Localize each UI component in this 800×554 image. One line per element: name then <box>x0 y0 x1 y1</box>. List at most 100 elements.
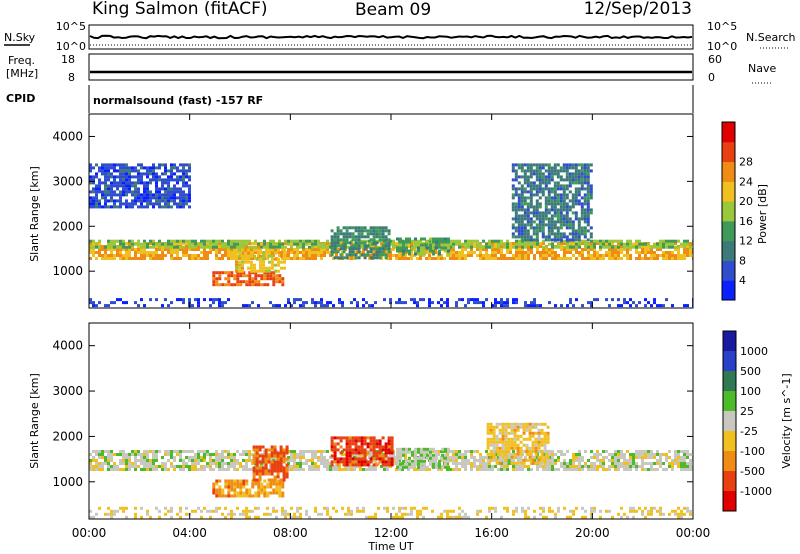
velocity-region-5 <box>486 422 550 465</box>
nave-tick-low: 0 <box>708 71 715 84</box>
nsky-panel-frame <box>88 24 694 50</box>
velocity-axes: 1000 2000 3000 4000 <box>52 323 694 519</box>
velocity-colorbar-tick-0: 1000 <box>740 345 768 358</box>
power-panel-frame <box>88 113 694 309</box>
velocity-colorbar-tick-7: -1000 <box>740 485 772 498</box>
power-colorbar-swatch-8 <box>722 122 735 143</box>
x-tick-label-0: 00:00 <box>72 526 107 540</box>
velocity-colorbar-tick-2: 100 <box>740 385 761 398</box>
power-region-8 <box>89 298 693 308</box>
velocity-colorbar-swatch-1 <box>723 351 736 372</box>
power-colorbar-swatch-0 <box>722 280 735 301</box>
power-heatmap <box>89 163 693 308</box>
velocity-region-1 <box>212 479 285 498</box>
velocity-colorbar-swatch-0 <box>723 331 736 352</box>
velocity-colorbar-label: Velocity [m s^-1] <box>780 373 793 468</box>
velocity-region-3 <box>330 436 394 467</box>
velocity-colorbar-swatch-3 <box>723 391 736 412</box>
velocity-panel-frame <box>88 322 694 520</box>
velocity-colorbar-tick-6: -500 <box>740 465 765 478</box>
power-colorbar-swatch-4 <box>722 201 735 222</box>
power-region-5 <box>396 237 450 256</box>
x-tick-labels: 00:00 04:00 08:00 12:00 16:00 20:00 00:00 <box>72 526 711 540</box>
power-colorbar-tick-2: 12 <box>739 235 753 248</box>
velocity-colorbar-tick-1: 500 <box>740 365 761 378</box>
power-colorbar: 4 8 12 16 20 24 28 <box>721 121 753 301</box>
nsky-trace <box>89 34 693 40</box>
power-colorbar-tick-3: 16 <box>739 215 753 228</box>
power-colorbar-swatch-1 <box>722 260 735 281</box>
velocity-colorbar-swatch-7 <box>723 471 736 492</box>
velocity-colorbar-swatch-6 <box>723 451 736 472</box>
velocity-colorbar-swatch-4 <box>723 411 736 432</box>
power-colorbar-tick-1: 8 <box>739 254 746 267</box>
velocity-ytick-label-2: 3000 <box>52 384 83 398</box>
power-colorbar-swatch-2 <box>722 240 735 261</box>
power-ytick-label-0: 1000 <box>52 264 83 278</box>
nave-label: Nave <box>748 62 776 75</box>
power-colorbar-swatch-5 <box>722 181 735 202</box>
velocity-colorbar-tick-5: -100 <box>740 445 765 458</box>
power-ytick-label-2: 3000 <box>52 174 83 188</box>
power-region-2 <box>212 271 285 287</box>
nsky-tick-high: 10^5 <box>56 20 86 33</box>
nsearch-tick-low: 10^0 <box>707 40 737 53</box>
nsky-label: N.Sky <box>4 31 36 44</box>
velocity-colorbar-frame <box>722 330 737 512</box>
nsearch-tick-high: 10^5 <box>707 20 737 33</box>
x-axis-label: Time UT <box>367 540 413 553</box>
velocity-region-2 <box>252 445 289 482</box>
velocity-ytick-label-3: 4000 <box>52 339 83 353</box>
freq-tick-high: 18 <box>61 53 75 66</box>
power-ytick-label-1: 2000 <box>52 219 83 233</box>
power-colorbar-tick-4: 20 <box>739 195 753 208</box>
freq-tick-low: 8 <box>68 71 75 84</box>
velocity-region-4 <box>396 447 450 469</box>
power-colorbar-frame <box>721 121 736 301</box>
power-colorbar-swatch-7 <box>722 141 735 163</box>
power-region-1 <box>89 239 693 249</box>
power-colorbar-label: Power [dB] <box>756 184 769 244</box>
power-region-6 <box>511 163 593 242</box>
velocity-colorbar-swatch-5 <box>723 431 736 452</box>
freq-label: Freq. <box>8 54 35 67</box>
velocity-colorbar-tick-3: 25 <box>740 405 754 418</box>
power-ylabel: Slant Range [km] <box>28 166 41 262</box>
x-tick-label-2: 08:00 <box>273 526 308 540</box>
power-colorbar-swatch-3 <box>722 220 735 242</box>
velocity-ytick-label-1: 2000 <box>52 429 83 443</box>
power-colorbar-tick-0: 4 <box>739 274 746 287</box>
velocity-region-6 <box>89 506 692 519</box>
x-tick-label-6: 00:00 <box>676 526 711 540</box>
nsearch-label: N.Search <box>746 31 796 44</box>
velocity-ytick-label-0: 1000 <box>52 475 83 489</box>
power-axes: 1000 2000 3000 4000 <box>52 114 694 308</box>
beam-title: Beam 09 <box>355 0 431 20</box>
power-region-4 <box>330 226 391 260</box>
velocity-colorbar-tick-4: -25 <box>740 425 758 438</box>
freq-panel-frame <box>88 53 694 81</box>
cpid-value: normalsound (fast) -157 RF <box>93 94 263 107</box>
velocity-colorbar: 1000 500 100 25 -25 -100 -500 -1000 <box>722 330 772 512</box>
velocity-ylabel: Slant Range [km] <box>28 373 41 469</box>
power-colorbar-swatch-6 <box>722 161 735 182</box>
x-tick-label-5: 20:00 <box>575 526 610 540</box>
velocity-heatmap <box>89 422 693 519</box>
velocity-colorbar-swatch-8 <box>723 491 736 512</box>
power-region-3 <box>235 248 286 273</box>
power-colorbar-tick-6: 28 <box>739 156 753 169</box>
date-title: 12/Sep/2013 <box>584 0 692 19</box>
x-tick-label-1: 04:00 <box>172 526 207 540</box>
nave-tick-high: 60 <box>708 53 722 66</box>
x-tick-label-3: 12:00 <box>374 526 409 540</box>
freq-unit: [MHz] <box>6 67 38 80</box>
station-title: King Salmon (fitACF) <box>92 0 268 19</box>
cpid-label: CPID <box>6 92 35 105</box>
power-colorbar-tick-5: 24 <box>739 175 753 188</box>
power-region-7 <box>89 163 191 209</box>
velocity-colorbar-swatch-2 <box>723 371 736 392</box>
power-ytick-label-3: 4000 <box>52 129 83 143</box>
x-tick-label-4: 16:00 <box>474 526 509 540</box>
nsky-tick-low: 10^0 <box>56 40 86 53</box>
